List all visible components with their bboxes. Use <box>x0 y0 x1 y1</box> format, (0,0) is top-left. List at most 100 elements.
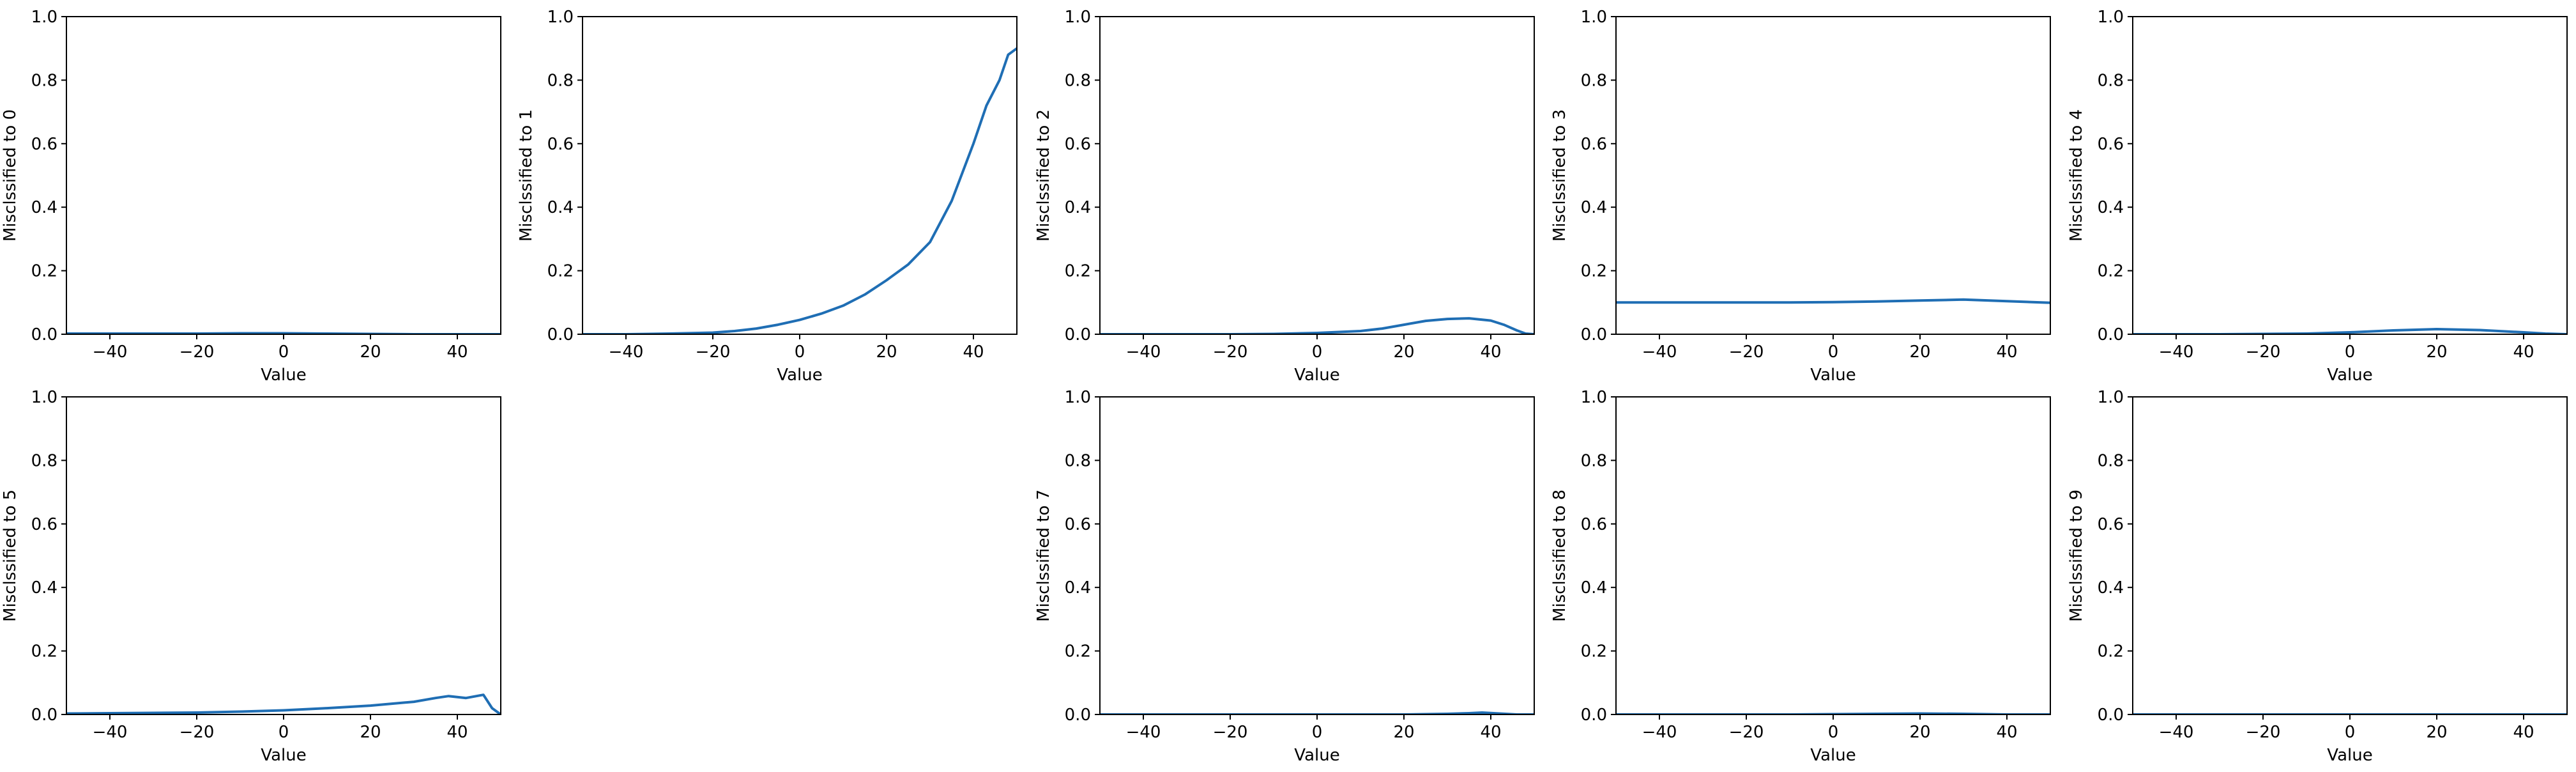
y-tick-label: 0.8 <box>1065 451 1091 470</box>
x-tick-label: −20 <box>696 343 731 362</box>
x-tick-label: 0 <box>1828 723 1839 742</box>
y-tick-label: 0.2 <box>547 262 574 281</box>
series-line <box>1100 711 1534 714</box>
y-tick-label: 0.6 <box>1581 515 1607 534</box>
y-tick-label: 0.4 <box>1065 578 1091 598</box>
y-tick-label: 1.0 <box>547 8 574 27</box>
subplot-5: −40 −20 0 20 40 0.0 0.2 0.4 0.6 0.8 1.0 Value Miscls… <box>1 388 501 765</box>
subplot-2: −40 −20 0 20 40 0.0 0.2 0.4 0.6 0.8 1.0 Value Miscls… <box>1034 8 1535 385</box>
y-tick-label: 0.8 <box>1065 71 1091 90</box>
y-tick-label: 0.2 <box>1065 262 1091 281</box>
y-tick-label: 0.8 <box>2098 71 2124 90</box>
subplot-8: −40 −20 0 20 40 0.0 0.2 0.4 0.6 0.8 1.0 Value Miscls… <box>2067 388 2568 765</box>
y-tick-label: 0.6 <box>2098 135 2124 154</box>
x-tick-label: 40 <box>446 723 468 742</box>
y-axis-label: Misclssified to 9 <box>2067 490 2086 622</box>
x-axis-label: Value <box>1294 366 1339 385</box>
y-axis-label: Misclssified to 1 <box>517 109 536 242</box>
x-tick-label: −20 <box>179 343 215 362</box>
y-tick-label: 0.2 <box>31 262 57 281</box>
y-tick-label: 0.4 <box>1065 198 1091 217</box>
x-tick-label: −40 <box>2159 723 2194 742</box>
y-axis-label: Misclssified to 2 <box>1034 109 1053 242</box>
y-tick-label: 0.0 <box>31 706 57 725</box>
y-tick-label: 0.0 <box>1065 325 1091 344</box>
x-tick-label: 20 <box>1909 343 1930 362</box>
y-tick-label: 0.6 <box>1065 515 1091 534</box>
x-axis-label: Value <box>1810 746 1856 765</box>
x-tick-label: 20 <box>876 343 897 362</box>
y-tick-label: 0.4 <box>2098 578 2124 598</box>
y-axis-label: Misclssified to 0 <box>1 109 20 242</box>
y-tick-label: 1.0 <box>2098 8 2124 27</box>
x-tick-label: 0 <box>2345 723 2356 742</box>
axes-frame <box>1099 396 1535 715</box>
y-tick-label: 0.0 <box>1581 706 1607 725</box>
y-tick-label: 0.6 <box>31 515 57 534</box>
y-tick-label: 0.4 <box>31 198 57 217</box>
axes-frame <box>66 396 501 715</box>
x-tick-label: −20 <box>179 723 215 742</box>
axes-frame <box>1099 16 1535 335</box>
y-tick-label: 1.0 <box>2098 388 2124 407</box>
x-tick-label: −40 <box>93 723 128 742</box>
y-tick-label: 0.0 <box>1581 325 1607 344</box>
y-tick-label: 0.0 <box>31 325 57 344</box>
y-tick-label: 1.0 <box>1581 8 1607 27</box>
series-line <box>583 47 1017 334</box>
y-tick-label: 0.2 <box>1581 642 1607 661</box>
series-line <box>1100 317 1534 334</box>
y-tick-label: 0.2 <box>31 642 57 661</box>
y-tick-label: 1.0 <box>1581 388 1607 407</box>
x-axis-label: Value <box>2327 366 2372 385</box>
y-tick-label: 0.8 <box>2098 451 2124 470</box>
y-tick-label: 0.2 <box>2098 262 2124 281</box>
y-tick-label: 0.0 <box>1065 706 1091 725</box>
subplot-4: −40 −20 0 20 40 0.0 0.2 0.4 0.6 0.8 1.0 Value Miscls… <box>2067 8 2568 385</box>
x-tick-label: 20 <box>1909 723 1930 742</box>
x-tick-label: 40 <box>1480 723 1501 742</box>
y-tick-label: 0.6 <box>547 135 574 154</box>
subplot-0: −40 −20 0 20 40 0.0 0.2 0.4 0.6 0.8 1.0 Value Miscls… <box>1 8 501 385</box>
x-tick-label: −20 <box>1213 343 1248 362</box>
y-tick-label: 0.4 <box>1581 198 1607 217</box>
y-axis-label: Misclssified to 3 <box>1550 109 1569 242</box>
y-tick-label: 0.0 <box>547 325 574 344</box>
x-tick-label: 0 <box>1312 343 1323 362</box>
y-tick-label: 0.0 <box>2098 706 2124 725</box>
y-axis-label: Misclssified to 7 <box>1034 490 1053 622</box>
x-tick-label: 0 <box>278 723 289 742</box>
series-line <box>66 693 501 714</box>
x-axis-label: Value <box>777 366 822 385</box>
axes-frame <box>1615 396 2051 715</box>
x-tick-label: 0 <box>2345 343 2356 362</box>
x-tick-label: 40 <box>2513 343 2534 362</box>
x-tick-label: 20 <box>2426 343 2447 362</box>
x-tick-label: 20 <box>1393 723 1414 742</box>
x-tick-label: −20 <box>1213 723 1248 742</box>
x-tick-label: 0 <box>278 343 289 362</box>
x-tick-label: −20 <box>2246 723 2281 742</box>
x-tick-label: 0 <box>1312 723 1323 742</box>
x-tick-label: 40 <box>1480 343 1501 362</box>
x-tick-label: 0 <box>795 343 805 362</box>
y-tick-label: 0.6 <box>1065 135 1091 154</box>
subplot-7: −40 −20 0 20 40 0.0 0.2 0.4 0.6 0.8 1.0 Value Miscls… <box>1550 388 2051 765</box>
axes-frame <box>582 16 1017 335</box>
y-tick-label: 0.8 <box>1581 451 1607 470</box>
x-tick-label: 40 <box>1996 723 2017 742</box>
x-tick-label: 20 <box>1393 343 1414 362</box>
axes-frame <box>2132 396 2568 715</box>
x-tick-label: 20 <box>360 723 381 742</box>
y-axis-label: Misclssified to 5 <box>1 490 20 622</box>
y-tick-label: 0.4 <box>547 198 574 217</box>
y-tick-label: 0.4 <box>1581 578 1607 598</box>
y-tick-label: 0.6 <box>2098 515 2124 534</box>
x-tick-label: −40 <box>1642 723 1677 742</box>
y-tick-label: 1.0 <box>31 8 57 27</box>
x-axis-label: Value <box>1294 746 1339 765</box>
x-tick-label: −40 <box>2159 343 2194 362</box>
axes-frame <box>1615 16 2051 335</box>
x-tick-label: −40 <box>93 343 128 362</box>
